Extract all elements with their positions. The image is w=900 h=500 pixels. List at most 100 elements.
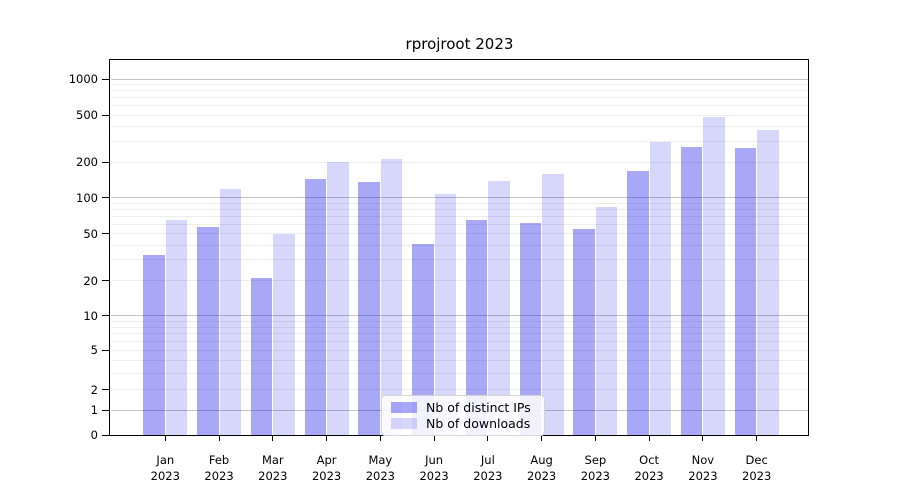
bar-downloads-may bbox=[380, 158, 403, 435]
x-tick-label: Apr 2023 bbox=[311, 453, 342, 483]
y-tick-mark bbox=[102, 349, 109, 351]
y-tick-mark bbox=[102, 315, 109, 317]
x-tick-mark bbox=[272, 436, 274, 441]
legend-item-downloads: Nb of downloads bbox=[391, 417, 535, 430]
y-tick-label: 0 bbox=[90, 428, 98, 442]
bar-downloads-oct bbox=[649, 142, 672, 435]
x-tick-label: Jul 2023 bbox=[473, 453, 503, 483]
y-gridline-minor bbox=[111, 340, 808, 342]
bar-distinct-ips-mar bbox=[250, 278, 273, 435]
bar-downloads-mar bbox=[273, 233, 295, 435]
x-tick-label: Aug 2023 bbox=[526, 453, 557, 483]
y-gridline-minor bbox=[111, 326, 808, 328]
bar-distinct-ips-jul bbox=[465, 220, 488, 435]
y-gridline-minor bbox=[111, 233, 808, 235]
bar-distinct-ips-nov bbox=[680, 147, 703, 435]
bar-downloads-sep bbox=[595, 206, 618, 435]
x-tick-label: Jun 2023 bbox=[419, 453, 449, 483]
bar-downloads-apr bbox=[327, 161, 349, 435]
x-tick-mark bbox=[541, 436, 543, 441]
y-tick-mark bbox=[102, 434, 109, 436]
y-gridline-minor bbox=[111, 105, 808, 107]
x-tick-mark bbox=[379, 436, 381, 441]
y-gridline-minor bbox=[111, 244, 808, 246]
x-tick-mark bbox=[594, 436, 596, 441]
y-tick-label: 1000 bbox=[68, 72, 98, 87]
x-tick-mark bbox=[756, 436, 758, 441]
bar-downloads-feb bbox=[219, 188, 242, 435]
y-tick-mark bbox=[102, 161, 109, 163]
y-gridline-minor bbox=[111, 161, 808, 163]
x-tick-label: Feb 2023 bbox=[204, 453, 234, 483]
bar-distinct-ips-oct bbox=[627, 170, 649, 435]
x-tick-mark bbox=[433, 436, 435, 441]
y-tick-label: 500 bbox=[76, 108, 98, 122]
y-tick-mark bbox=[102, 409, 109, 411]
y-gridline-minor bbox=[111, 90, 808, 92]
y-gridline-minor bbox=[111, 280, 808, 282]
x-tick-label: Mar 2023 bbox=[258, 453, 288, 483]
x-tick-label: May 2023 bbox=[365, 453, 395, 483]
y-gridline-minor bbox=[111, 215, 808, 217]
y-gridline-minor bbox=[111, 140, 808, 142]
y-tick-label: 5 bbox=[90, 343, 98, 358]
y-tick-label: 2 bbox=[90, 382, 98, 397]
x-tick-mark bbox=[326, 436, 328, 441]
y-gridline-minor bbox=[111, 223, 808, 225]
y-tick-mark bbox=[102, 78, 109, 80]
x-tick-mark bbox=[164, 436, 166, 441]
bar-downloads-aug bbox=[542, 173, 564, 435]
bar-distinct-ips-jan bbox=[143, 254, 165, 435]
x-tick-label: Jan 2023 bbox=[150, 453, 180, 483]
bar-distinct-ips-aug bbox=[519, 223, 542, 435]
y-gridline-minor bbox=[111, 208, 808, 210]
legend-label-distinct-ips: Nb of distinct IPs bbox=[426, 400, 531, 415]
x-tick-mark bbox=[702, 436, 704, 441]
y-tick-mark bbox=[102, 197, 109, 199]
legend-swatch-distinct-ips bbox=[391, 402, 417, 413]
plot-border bbox=[109, 59, 809, 436]
legend-label-downloads: Nb of downloads bbox=[426, 416, 531, 431]
chart-title: rprojroot 2023 bbox=[405, 35, 514, 53]
y-tick-label: 10 bbox=[83, 308, 98, 323]
bar-distinct-ips-dec bbox=[734, 147, 757, 435]
y-tick-label: 50 bbox=[83, 226, 98, 241]
bar-downloads-jun bbox=[434, 194, 457, 435]
y-tick-label: 1 bbox=[90, 403, 98, 418]
bar-distinct-ips-sep bbox=[573, 228, 595, 435]
y-tick-label: 200 bbox=[76, 155, 98, 170]
y-gridline-minor bbox=[111, 84, 808, 86]
y-gridline-minor bbox=[111, 360, 808, 362]
x-tick-mark bbox=[487, 436, 489, 441]
y-gridline-minor bbox=[111, 97, 808, 99]
bar-distinct-ips-feb bbox=[197, 226, 219, 435]
y-tick-mark bbox=[102, 280, 109, 282]
y-gridline-major bbox=[111, 315, 808, 317]
x-tick-label: Dec 2023 bbox=[742, 453, 772, 483]
y-gridline-minor bbox=[111, 202, 808, 204]
bar-downloads-nov bbox=[703, 117, 725, 435]
y-gridline-minor bbox=[111, 333, 808, 335]
y-gridline-minor bbox=[111, 125, 808, 127]
y-gridline-major bbox=[111, 197, 808, 199]
legend: Nb of distinct IPs Nb of downloads bbox=[381, 395, 545, 436]
y-gridline-minor bbox=[111, 320, 808, 322]
bar-distinct-ips-may bbox=[358, 181, 380, 435]
x-tick-label: Nov 2023 bbox=[688, 453, 718, 483]
y-tick-label: 100 bbox=[76, 190, 98, 205]
bar-downloads-dec bbox=[757, 129, 779, 435]
y-gridline-minor bbox=[111, 349, 808, 351]
legend-swatch-downloads bbox=[391, 418, 417, 429]
y-tick-label: 20 bbox=[83, 273, 98, 288]
bar-downloads-jul bbox=[488, 180, 510, 435]
x-tick-mark bbox=[218, 436, 220, 441]
legend-item-distinct-ips: Nb of distinct IPs bbox=[391, 401, 535, 414]
y-gridline-minor bbox=[111, 389, 808, 391]
y-gridline-minor bbox=[111, 372, 808, 374]
x-tick-label: Oct 2023 bbox=[634, 453, 664, 483]
x-tick-mark bbox=[648, 436, 650, 441]
y-tick-mark bbox=[102, 389, 109, 391]
y-gridline-minor bbox=[111, 259, 808, 261]
x-tick-label: Sep 2023 bbox=[580, 453, 611, 483]
bar-distinct-ips-apr bbox=[304, 179, 327, 435]
